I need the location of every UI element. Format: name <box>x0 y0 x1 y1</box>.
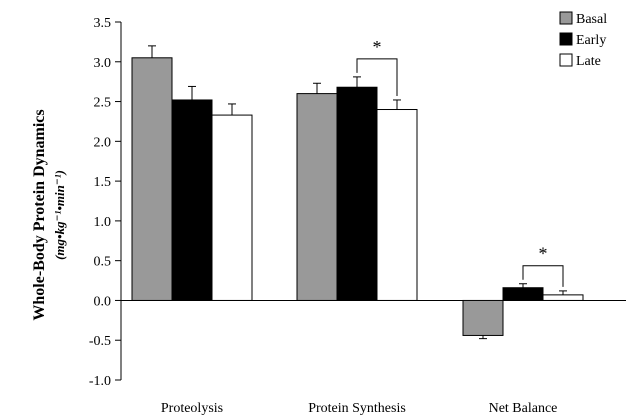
y-tick-label: 2.5 <box>94 96 112 111</box>
y-tick-label: -0.5 <box>89 334 111 349</box>
x-category-label: Net Balance <box>489 401 558 416</box>
legend-swatch-late <box>559 53 573 67</box>
y-axis-title-group: Whole-Body Protein Dynamics (mg•kg⁻¹•min… <box>31 109 67 320</box>
legend-label-early: Early <box>576 33 606 48</box>
y-tick-label: 3.0 <box>94 56 112 71</box>
y-tick-label: 1.0 <box>94 215 112 230</box>
axes: -1.0 -0.5 0.0 0.5 1.0 1.5 2.0 2.5 3.0 3.5 Proteoly… <box>89 16 626 416</box>
y-tick-label: 0.5 <box>94 255 112 270</box>
y-tick-label: -1.0 <box>89 374 111 389</box>
legend-swatch-basal <box>559 11 573 25</box>
bar-early <box>336 86 378 301</box>
legend-label-basal: Basal <box>576 12 607 27</box>
y-tick-label: 2.0 <box>94 135 112 150</box>
y-tick-label: 0.0 <box>94 294 112 309</box>
x-category-label: Proteolysis <box>161 401 223 416</box>
bar-basal <box>462 299 504 336</box>
y-tick-label: 3.5 <box>94 16 112 31</box>
annotations: ** <box>356 37 564 287</box>
bar-early <box>171 99 213 301</box>
bar-late <box>542 294 584 301</box>
bar-basal <box>296 93 338 301</box>
legend-swatch-early <box>559 32 573 46</box>
significance-marker: * <box>539 244 548 264</box>
significance-bracket <box>356 58 398 96</box>
significance-bracket <box>522 265 564 287</box>
bar-late <box>211 114 253 301</box>
x-category-label: Protein Synthesis <box>308 401 406 416</box>
bars <box>131 45 584 340</box>
legend-label-late: Late <box>576 54 601 69</box>
legend: Basal Early Late <box>559 11 607 69</box>
bar-late <box>376 109 418 301</box>
y-axis-title: Whole-Body Protein Dynamics <box>31 109 48 320</box>
bar-early <box>502 287 544 301</box>
bar-basal <box>131 57 173 301</box>
y-tick-label: 1.5 <box>94 175 112 190</box>
significance-marker: * <box>373 37 382 57</box>
y-axis-units: (mg•kg⁻¹•min⁻¹) <box>52 170 67 260</box>
